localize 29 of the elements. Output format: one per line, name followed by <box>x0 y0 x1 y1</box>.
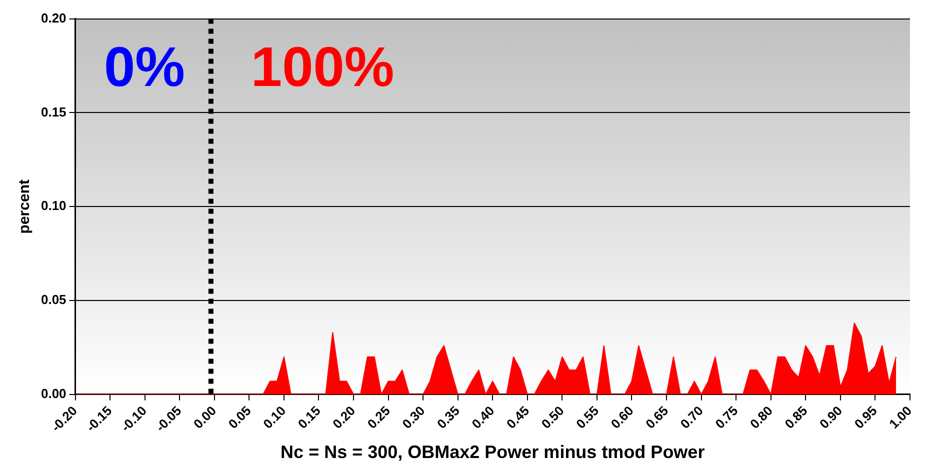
y-tick-label: 0.10 <box>40 198 66 214</box>
x-tick-label: 0.55 <box>573 402 602 432</box>
y-tick-label: 0.00 <box>40 386 66 401</box>
annotation: 0% <box>104 35 185 98</box>
x-tick-label: 0.10 <box>260 402 289 432</box>
annotation: 100% <box>250 35 394 98</box>
x-tick-label: 0.70 <box>677 402 706 432</box>
x-tick-label: 0.20 <box>330 402 358 432</box>
y-tick-label: 0.15 <box>40 104 66 120</box>
x-tick-label: 0.90 <box>816 402 846 432</box>
y-tick-label: 0.20 <box>40 10 66 26</box>
x-tick-label: 0.35 <box>434 402 463 432</box>
y-axis-title: percent <box>16 180 34 234</box>
x-tick-label: 0.80 <box>747 402 776 432</box>
x-tick-label: 0.95 <box>851 402 880 432</box>
x-tick-label: 0.15 <box>294 402 324 432</box>
x-tick-label: 0.05 <box>225 402 254 432</box>
x-tick-label: 0.60 <box>608 402 636 432</box>
x-tick-label: 0.40 <box>468 402 498 432</box>
x-tick-label: 0.30 <box>399 402 428 432</box>
x-tick-label: 0.00 <box>190 402 220 432</box>
x-tick-label: 0.25 <box>364 402 393 432</box>
y-tick-label: 0.05 <box>40 292 66 308</box>
x-tick-label: 0.85 <box>782 402 810 432</box>
x-tick-label: 0.65 <box>642 402 672 432</box>
x-tick-label: 0.75 <box>712 402 741 432</box>
x-tick-label: 0.50 <box>538 402 567 432</box>
x-axis-title: Nc = Ns = 300, OBMax2 Power minus tmod Power <box>280 442 705 462</box>
x-tick-label: 0.45 <box>504 402 532 432</box>
